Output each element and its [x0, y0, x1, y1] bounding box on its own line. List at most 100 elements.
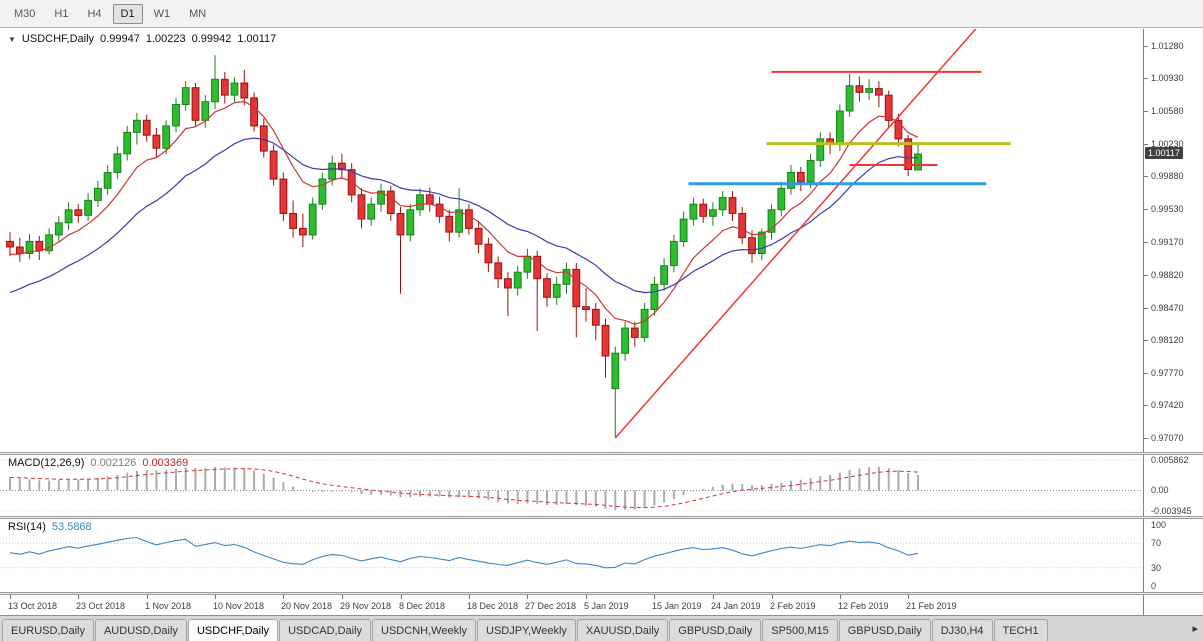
price-axis-tick — [1144, 438, 1148, 439]
price-axis-label: 1.00580 — [1151, 106, 1184, 116]
time-axis-label: 13 Oct 2018 — [8, 601, 58, 611]
time-axis-label: 5 Jan 2019 — [584, 601, 629, 611]
price-axis-label: 0.98820 — [1151, 270, 1184, 280]
time-axis-tick — [654, 595, 655, 599]
panel-splitter[interactable] — [0, 516, 1203, 519]
time-axis-tick — [527, 595, 528, 599]
timeframe-button-h4[interactable]: H4 — [87, 7, 102, 20]
time-axis-tick — [908, 595, 909, 599]
price-axis-tick — [1144, 111, 1148, 112]
rsi-axis-label: 70 — [1151, 538, 1162, 548]
ma-fast-line[interactable] — [9, 100, 919, 325]
chart-tab-gbpusd[interactable]: GBPUSD,Daily — [669, 619, 762, 641]
chart-tab-usdchf[interactable]: USDCHF,Daily — [187, 619, 279, 641]
time-axis-tick — [215, 595, 216, 599]
timeframe-toolbar: M30 H1 H4 D1 W1 MN — [0, 0, 1203, 28]
timeframe-button-mn[interactable]: MN — [189, 7, 207, 20]
price-axis-tick — [1144, 275, 1148, 276]
tab-scroll-right-icon[interactable]: ▸ — [1192, 623, 1198, 635]
chart-tab-eurusd[interactable]: EURUSD,Daily — [2, 619, 94, 641]
macd-axis-label: 0.005862 — [1151, 455, 1189, 465]
ma-slow-line[interactable] — [9, 137, 919, 294]
time-axis-label: 27 Dec 2018 — [525, 601, 577, 611]
price-axis-tick — [1144, 308, 1148, 309]
time-axis-tick — [78, 595, 79, 599]
time-axis-tick — [147, 595, 148, 599]
macd-signal-line — [9, 468, 919, 509]
chart-tab-sp500[interactable]: SP500,M15 — [762, 619, 838, 641]
time-axis-tick — [283, 595, 284, 599]
time-axis-tick — [469, 595, 470, 599]
time-axis-label: 21 Feb 2019 — [906, 601, 957, 611]
rsi-line — [9, 536, 919, 569]
price-chart-canvas[interactable] — [0, 29, 1143, 452]
timeframe-button-h1[interactable]: H1 — [54, 7, 69, 20]
panel-splitter[interactable] — [0, 592, 1203, 595]
price-axis-label: 0.99530 — [1151, 204, 1184, 214]
time-axis-label: 18 Dec 2018 — [467, 601, 519, 611]
price-axis-label: 1.00930 — [1151, 73, 1184, 83]
chart-tab-audusd[interactable]: AUDUSD,Daily — [94, 619, 187, 641]
timeframe-button-w1[interactable]: W1 — [153, 7, 171, 20]
price-axis-label: 0.97420 — [1151, 400, 1184, 410]
time-axis-label: 23 Oct 2018 — [76, 601, 126, 611]
time-scale[interactable]: 13 Oct 2018 23 Oct 2018 1 Nov 2018 10 Nov 2… — [0, 595, 1143, 615]
ascending-trendline[interactable] — [614, 29, 977, 439]
macd-axis-label: -0.003945 — [1151, 506, 1192, 516]
price-axis-tick — [1144, 78, 1148, 79]
chart-tab-usdcnh[interactable]: USDCNH,Weekly — [372, 619, 477, 641]
rsi-axis-label: 100 — [1151, 520, 1167, 530]
time-axis-tick — [342, 595, 343, 599]
time-axis-label: 15 Jan 2019 — [652, 601, 702, 611]
price-axis-label: 1.01280 — [1151, 41, 1184, 51]
time-axis-label: 29 Nov 2018 — [340, 601, 392, 611]
chart-tab-usdjpy[interactable]: USDJPY,Weekly — [477, 619, 576, 641]
candles — [6, 55, 922, 438]
price-axis-tick — [1144, 46, 1148, 47]
time-axis-tick — [840, 595, 841, 599]
price-scale[interactable]: 1.01280 1.00930 1.00580 1.00230 0.99880 0.995… — [1143, 29, 1203, 615]
price-axis-tick — [1144, 340, 1148, 341]
price-axis-label: 0.98120 — [1151, 335, 1184, 345]
chart-tab-gbpusd[interactable]: GBPUSD,Daily — [838, 619, 931, 641]
time-axis-tick — [713, 595, 714, 599]
chart-tab-tech1[interactable]: TECH1 — [993, 619, 1048, 641]
time-axis-label: 1 Nov 2018 — [145, 601, 192, 611]
time-axis-tick — [586, 595, 587, 599]
macd-indicator-canvas[interactable] — [0, 455, 1143, 516]
rsi-axis-label: 30 — [1151, 563, 1162, 573]
price-axis-tick — [1144, 144, 1148, 145]
macd-axis-label: 0.00 — [1151, 485, 1169, 495]
price-axis-label: 0.97070 — [1151, 433, 1184, 443]
price-axis-tick — [1144, 176, 1148, 177]
price-axis-label: 1.00230 — [1151, 139, 1184, 149]
price-axis-tick — [1144, 209, 1148, 210]
rsi-indicator-canvas[interactable] — [0, 519, 1143, 592]
time-axis-label: 10 Nov 2018 — [213, 601, 265, 611]
chart-tab-usdcad[interactable]: USDCAD,Daily — [279, 619, 372, 641]
time-axis-label: 20 Nov 2018 — [281, 601, 333, 611]
price-axis-label: 0.98470 — [1151, 303, 1184, 313]
timeframe-button-d1[interactable]: D1 — [112, 3, 143, 24]
chart-tab-bar: EURUSD,Daily AUDUSD,Daily USDCHF,Daily USDC… — [0, 615, 1203, 641]
time-axis-label: 12 Feb 2019 — [838, 601, 889, 611]
price-axis-label: 0.99170 — [1151, 237, 1184, 247]
time-axis-label: 2 Feb 2019 — [770, 601, 816, 611]
time-axis-label: 24 Jan 2019 — [711, 601, 761, 611]
timeframe-button-m30[interactable]: M30 — [14, 7, 36, 20]
price-axis-label: 0.97770 — [1151, 368, 1184, 378]
price-axis-tick — [1144, 242, 1148, 243]
rsi-axis-label: 0 — [1151, 581, 1157, 591]
time-axis-tick — [401, 595, 402, 599]
chart-tab-xauusd[interactable]: XAUUSD,Daily — [576, 619, 669, 641]
time-axis-label: 8 Dec 2018 — [399, 601, 446, 611]
chart-tab-dj30[interactable]: DJ30,H4 — [931, 619, 993, 641]
price-axis-tick — [1144, 373, 1148, 374]
time-axis-tick — [772, 595, 773, 599]
price-axis-label: 0.99880 — [1151, 171, 1184, 181]
current-price-badge: 1.00117 — [1145, 147, 1183, 159]
macd-histogram — [9, 466, 919, 511]
panel-splitter[interactable] — [0, 452, 1203, 455]
price-axis-tick — [1144, 405, 1148, 406]
